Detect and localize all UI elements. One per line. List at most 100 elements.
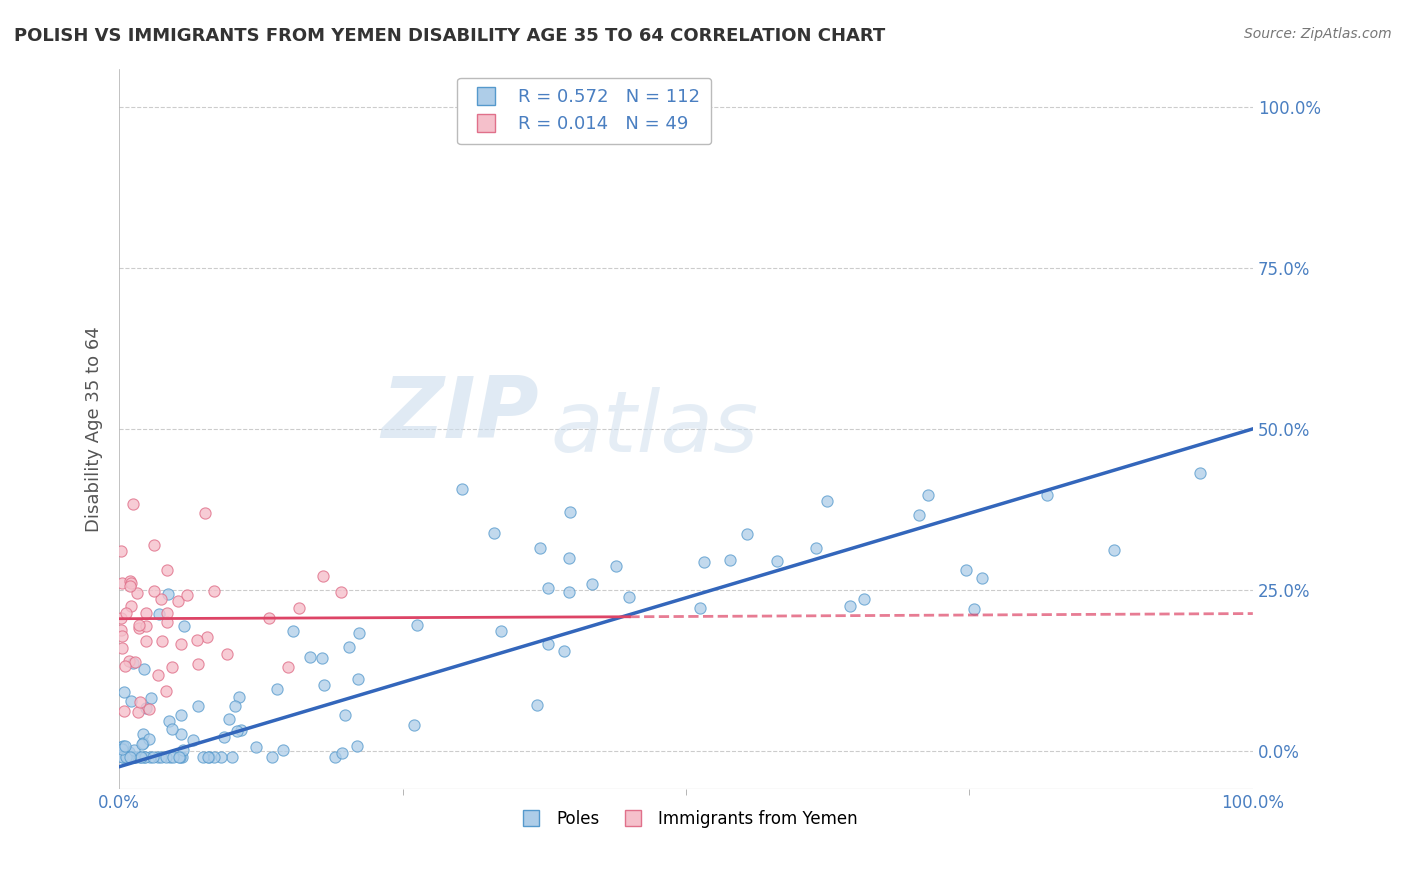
- Point: [122, 750, 145, 764]
- Point: [963, 602, 986, 616]
- Point: [181, 733, 204, 747]
- Point: [187, 698, 209, 713]
- Point: [266, 682, 288, 697]
- Point: [121, 750, 143, 764]
- Point: [110, 641, 132, 656]
- Point: [128, 695, 150, 709]
- Point: [143, 538, 166, 552]
- Point: [150, 634, 173, 648]
- Point: [537, 637, 560, 651]
- Point: [281, 624, 304, 638]
- Point: [135, 619, 157, 633]
- Point: [142, 750, 165, 764]
- Point: [262, 750, 284, 764]
- Point: [139, 750, 162, 764]
- Point: [221, 750, 243, 764]
- Point: [110, 544, 132, 558]
- Point: [120, 694, 142, 708]
- Point: [172, 743, 194, 757]
- Point: [218, 712, 240, 726]
- Point: [689, 600, 711, 615]
- Point: [311, 651, 333, 665]
- Point: [347, 626, 370, 640]
- Point: [170, 708, 193, 723]
- Point: [149, 592, 172, 607]
- Point: [155, 615, 177, 630]
- Point: [132, 750, 155, 764]
- Point: [135, 607, 157, 621]
- Point: [114, 658, 136, 673]
- Point: [198, 750, 221, 764]
- Point: [156, 606, 179, 620]
- Text: atlas: atlas: [550, 387, 758, 470]
- Point: [132, 736, 155, 750]
- Point: [202, 584, 225, 599]
- Point: [112, 750, 135, 764]
- Point: [132, 662, 155, 676]
- Point: [148, 668, 170, 682]
- Point: [489, 624, 512, 638]
- Point: [135, 634, 157, 648]
- Point: [146, 750, 169, 764]
- Point: [405, 617, 427, 632]
- Point: [124, 655, 146, 669]
- Point: [121, 497, 143, 511]
- Point: [529, 541, 551, 555]
- Point: [128, 750, 150, 764]
- Point: [127, 705, 149, 719]
- Point: [114, 750, 136, 764]
- Point: [346, 672, 368, 686]
- Point: [167, 750, 190, 764]
- Point: [537, 582, 560, 596]
- Point: [226, 723, 249, 738]
- Point: [972, 571, 994, 585]
- Point: [112, 685, 135, 699]
- Y-axis label: Disability Age 35 to 64: Disability Age 35 to 64: [86, 326, 103, 532]
- Point: [917, 487, 939, 501]
- Point: [209, 750, 232, 764]
- Point: [187, 657, 209, 672]
- Point: [1189, 467, 1212, 481]
- Point: [277, 660, 299, 674]
- Point: [122, 743, 145, 757]
- Point: [617, 590, 640, 604]
- Point: [170, 637, 193, 651]
- Point: [124, 750, 146, 764]
- Point: [117, 654, 139, 668]
- Point: [558, 585, 581, 599]
- Point: [581, 576, 603, 591]
- Point: [120, 599, 142, 614]
- Point: [191, 750, 214, 764]
- Point: [312, 569, 335, 583]
- Point: [212, 730, 235, 744]
- Point: [112, 704, 135, 718]
- Point: [167, 594, 190, 608]
- Point: [120, 750, 142, 764]
- Text: POLISH VS IMMIGRANTS FROM YEMEN DISABILITY AGE 35 TO 64 CORRELATION CHART: POLISH VS IMMIGRANTS FROM YEMEN DISABILI…: [14, 27, 886, 45]
- Text: ZIP: ZIP: [381, 373, 538, 456]
- Point: [111, 739, 134, 754]
- Point: [148, 607, 170, 621]
- Point: [115, 750, 138, 764]
- Point: [160, 660, 183, 674]
- Point: [131, 727, 153, 741]
- Point: [839, 599, 862, 613]
- Point: [197, 750, 219, 764]
- Point: [173, 619, 195, 633]
- Point: [111, 629, 134, 643]
- Point: [162, 750, 184, 764]
- Point: [804, 541, 827, 555]
- Point: [142, 583, 165, 598]
- Point: [138, 731, 160, 746]
- Point: [288, 601, 311, 615]
- Point: [155, 750, 177, 764]
- Point: [605, 558, 627, 573]
- Point: [558, 551, 581, 566]
- Point: [111, 742, 134, 756]
- Point: [120, 574, 142, 588]
- Point: [215, 647, 238, 661]
- Point: [402, 718, 425, 732]
- Point: [115, 606, 138, 620]
- Point: [128, 621, 150, 635]
- Point: [346, 739, 368, 754]
